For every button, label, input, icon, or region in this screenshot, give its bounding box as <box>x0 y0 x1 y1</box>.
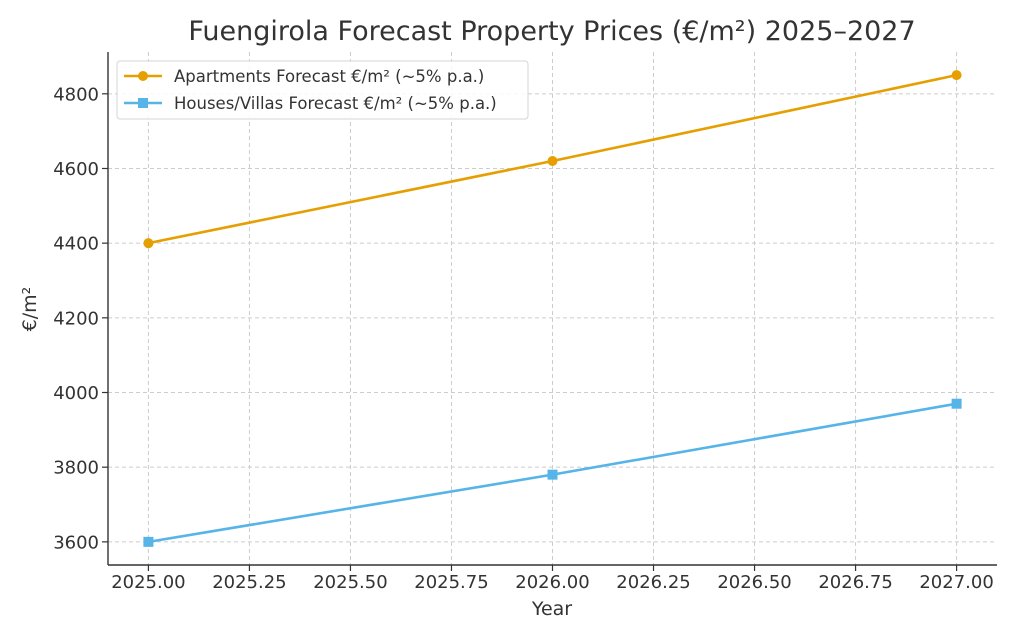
x-tick-label: 2027.00 <box>919 572 993 593</box>
data-point-marker <box>951 70 962 81</box>
grid <box>108 52 997 565</box>
legend-marker <box>138 71 148 81</box>
y-tick-label: 3800 <box>53 458 99 479</box>
legend-marker <box>138 98 148 108</box>
x-tick-label: 2026.75 <box>818 572 892 593</box>
x-tick-label: 2025.50 <box>313 572 387 593</box>
x-axis-label: Year <box>531 598 572 620</box>
x-ticks: 2025.00 2025.25 2025.50 2025.75 2026.00 2026.… <box>111 565 994 593</box>
data-point-marker <box>547 469 558 480</box>
chart-title: Fuengirola Forecast Property Prices (€/m… <box>188 16 915 47</box>
series-houses-villas <box>143 398 962 547</box>
data-point-marker <box>143 536 154 547</box>
x-tick-label: 2026.50 <box>717 572 791 593</box>
series-layer <box>143 70 962 547</box>
y-axis-label: €/m² <box>19 287 41 332</box>
x-tick-label: 2025.75 <box>414 572 488 593</box>
x-tick-label: 2025.25 <box>212 572 286 593</box>
legend: Apartments Forecast €/m² (~5% p.a.) House… <box>116 60 529 120</box>
data-point-marker <box>143 238 154 249</box>
y-tick-label: 4400 <box>53 234 99 255</box>
x-tick-label: 2025.00 <box>111 572 185 593</box>
y-tick-label: 4800 <box>53 84 99 105</box>
data-point-marker <box>951 398 962 409</box>
y-tick-label: 4000 <box>53 383 99 404</box>
y-tick-label: 4200 <box>53 308 99 329</box>
y-tick-label: 3600 <box>53 532 99 553</box>
legend-item: Houses/Villas Forecast €/m² (~5% p.a.) <box>124 94 497 113</box>
legend-item: Apartments Forecast €/m² (~5% p.a.) <box>124 67 484 86</box>
data-point-marker <box>547 156 558 167</box>
x-tick-label: 2026.00 <box>515 572 589 593</box>
legend-box <box>116 60 529 120</box>
legend-label: Apartments Forecast €/m² (~5% p.a.) <box>174 67 484 86</box>
y-ticks: 3600 3800 4000 4200 4400 4600 4800 <box>53 84 108 553</box>
x-tick-label: 2026.25 <box>616 572 690 593</box>
legend-label: Houses/Villas Forecast €/m² (~5% p.a.) <box>174 94 497 113</box>
y-tick-label: 4600 <box>53 159 99 180</box>
series-apartments <box>143 70 962 249</box>
